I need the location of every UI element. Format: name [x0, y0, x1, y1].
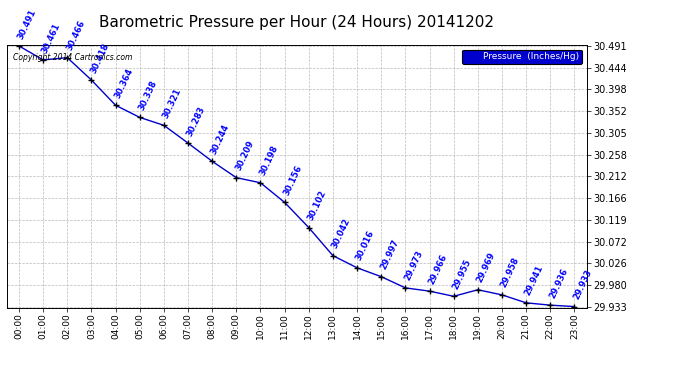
Text: 30.338: 30.338	[137, 79, 159, 112]
Text: 29.936: 29.936	[548, 267, 569, 300]
Text: Barometric Pressure per Hour (24 Hours) 20141202: Barometric Pressure per Hour (24 Hours) …	[99, 15, 494, 30]
Text: 30.461: 30.461	[41, 21, 62, 54]
Text: 30.491: 30.491	[17, 8, 38, 40]
Text: 30.364: 30.364	[113, 67, 135, 100]
Text: 29.997: 29.997	[379, 238, 400, 271]
Text: 30.283: 30.283	[186, 105, 207, 138]
Text: 30.321: 30.321	[161, 87, 183, 120]
Text: 29.966: 29.966	[427, 252, 449, 286]
Text: 29.955: 29.955	[451, 258, 473, 291]
Text: 30.198: 30.198	[258, 144, 279, 177]
Text: 30.466: 30.466	[65, 19, 86, 52]
Text: 29.933: 29.933	[572, 268, 593, 301]
Text: 30.042: 30.042	[331, 217, 352, 250]
Text: 30.156: 30.156	[282, 164, 304, 197]
Text: Copyright 2014 Cartronics.com: Copyright 2014 Cartronics.com	[12, 53, 132, 62]
Text: 29.969: 29.969	[475, 251, 497, 284]
Text: 30.418: 30.418	[89, 42, 110, 75]
Text: 30.102: 30.102	[306, 189, 328, 222]
Text: 29.941: 29.941	[524, 264, 545, 297]
Text: 29.973: 29.973	[403, 249, 424, 282]
Text: 30.244: 30.244	[210, 123, 231, 156]
Text: 30.209: 30.209	[234, 139, 255, 172]
Text: 30.016: 30.016	[355, 229, 376, 262]
Legend: Pressure  (Inches/Hg): Pressure (Inches/Hg)	[462, 50, 582, 64]
Text: 29.958: 29.958	[500, 256, 521, 290]
